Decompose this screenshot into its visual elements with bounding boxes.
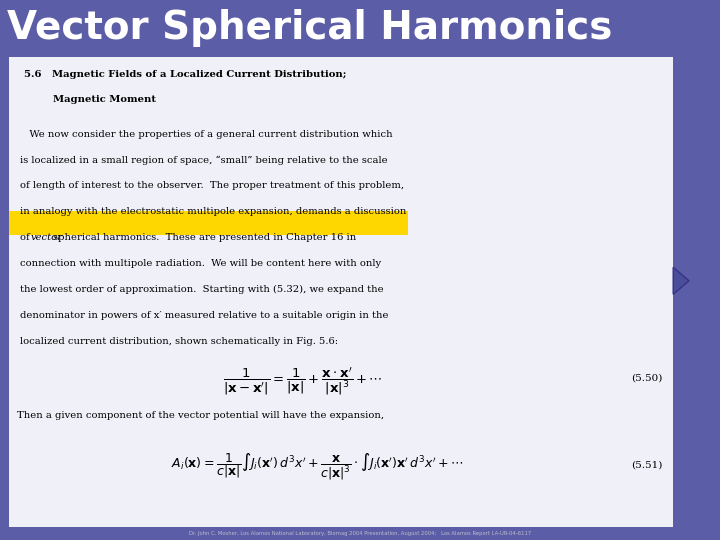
Text: localized current distribution, shown schematically in Fig. 5.6:: localized current distribution, shown sc… — [20, 337, 338, 346]
Text: Dr. John C. Mosher, Los Alamos National Laboratory, Biomag 2004 Presentation, Au: Dr. John C. Mosher, Los Alamos National … — [189, 531, 531, 536]
Polygon shape — [673, 267, 689, 294]
Text: Magnetic Moment: Magnetic Moment — [53, 94, 156, 104]
Text: of length of interest to the observer.  The proper treatment of this problem,: of length of interest to the observer. T… — [20, 181, 405, 191]
Text: $A_i(\mathbf{x}) = \dfrac{1}{c|\mathbf{x}|}\int J_i(\mathbf{x}')\, d^3x' + \dfra: $A_i(\mathbf{x}) = \dfrac{1}{c|\mathbf{x… — [171, 452, 463, 482]
Bar — [9, 211, 408, 235]
Text: (5.50): (5.50) — [631, 374, 662, 383]
Text: (5.51): (5.51) — [631, 460, 662, 469]
Text: Then a given component of the vector potential will have the expansion,: Then a given component of the vector pot… — [17, 411, 384, 421]
Text: connection with multipole radiation.  We will be content here with only: connection with multipole radiation. We … — [20, 259, 382, 268]
Text: We now consider the properties of a general current distribution which: We now consider the properties of a gene… — [20, 130, 393, 139]
Text: vector: vector — [30, 233, 62, 242]
Text: of: of — [20, 233, 33, 242]
Text: spherical harmonics.  These are presented in Chapter 16 in: spherical harmonics. These are presented… — [50, 233, 356, 242]
Text: is localized in a small region of space, “small” being relative to the scale: is localized in a small region of space,… — [20, 156, 388, 165]
Bar — [9, 57, 673, 526]
Text: 5.6   Magnetic Fields of a Localized Current Distribution;: 5.6 Magnetic Fields of a Localized Curre… — [24, 70, 346, 79]
Text: $\dfrac{1}{|\mathbf{x} - \mathbf{x}'|} = \dfrac{1}{|\mathbf{x}|} + \dfrac{\mathb: $\dfrac{1}{|\mathbf{x} - \mathbf{x}'|} =… — [222, 366, 382, 397]
Text: denominator in powers of x′ measured relative to a suitable origin in the: denominator in powers of x′ measured rel… — [20, 311, 389, 320]
Text: Vector Spherical Harmonics: Vector Spherical Harmonics — [7, 9, 613, 48]
Text: the lowest order of approximation.  Starting with (5.32), we expand the: the lowest order of approximation. Start… — [20, 285, 384, 294]
Text: in analogy with the electrostatic multipole expansion, demands a discussion: in analogy with the electrostatic multip… — [20, 207, 407, 217]
